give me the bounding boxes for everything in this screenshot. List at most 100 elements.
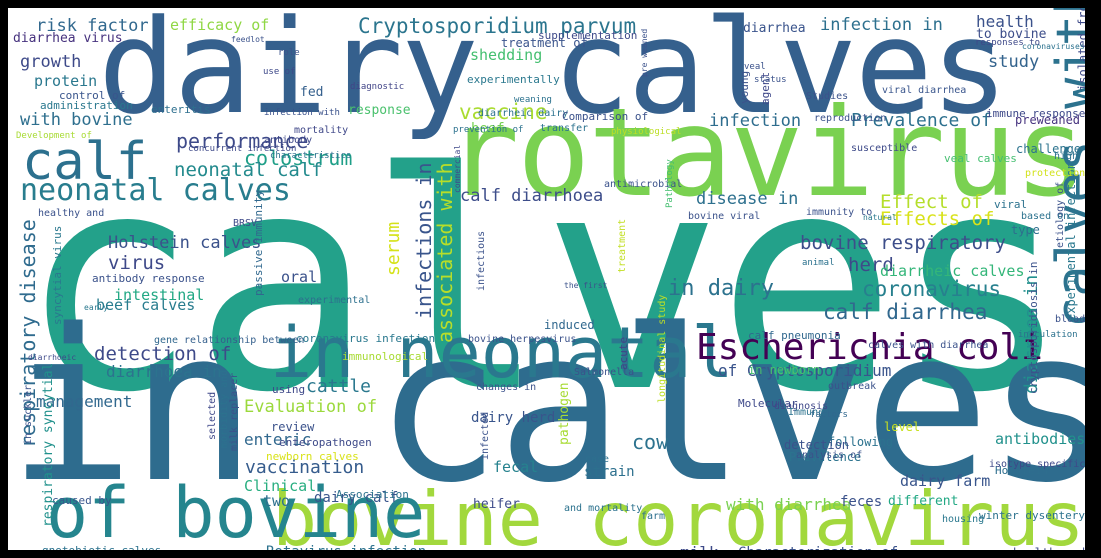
word-in-suckler: in suckler [23, 384, 34, 445]
word-brsv: BRSV [233, 218, 258, 229]
word-in-neonatal: in neonatal [270, 312, 734, 394]
word-bovine-viral: bovine viral [688, 211, 761, 222]
word-management: management [36, 392, 133, 411]
word-neonatal-calf: neonatal calf [174, 159, 323, 181]
word-pre-weaned: pre weaned [640, 28, 649, 77]
word-calf: calf [22, 132, 148, 192]
word-different: different [888, 494, 959, 509]
word-status: status [754, 75, 787, 85]
word-clinical: Clinical [244, 477, 317, 495]
word-analysis-of: analysis of [796, 450, 863, 461]
word-calves: calves [18, 109, 1072, 458]
word-with-bovine: with bovine [20, 110, 133, 130]
word-mortality: mortality [294, 125, 349, 136]
word-oral: oral [281, 268, 318, 286]
word-holstein-calves: Holstein calves [108, 233, 262, 253]
word-winter-dysentery: winter dysentery [979, 509, 1085, 522]
word-enteritis: enteritis [151, 103, 211, 116]
word-holstein: Holstein [995, 464, 1048, 477]
word-rotavirus-infection: Rotavirus infection [266, 545, 426, 550]
word-dairy-calf: dairy calf [314, 490, 399, 506]
word-gnotobiotic-calves: gnotobiotic calves [42, 545, 161, 550]
word-pathogen: pathogen [557, 382, 572, 445]
word-caused-by: caused by [52, 494, 112, 507]
word-infectious: infectious [476, 230, 487, 291]
word-selected: selected [207, 391, 218, 440]
word-control-of: control of [59, 89, 126, 102]
word-veal: veal [744, 62, 766, 72]
word-animal: animal [802, 258, 835, 268]
word-supplementation: supplementation [538, 29, 638, 42]
word-bovine-coronavirus: bovine coronavirus [272, 475, 1085, 551]
word-immunological: immunological [342, 350, 429, 363]
word-coronavirus-infection: coronavirus infection [296, 332, 436, 345]
word-evaluation-of: Evaluation of [244, 397, 378, 417]
word-dairy-calves: dairy calves [98, 8, 1009, 143]
word-health: health [976, 12, 1034, 31]
word-weaning: weaning [514, 95, 552, 105]
word-virus: virus [108, 252, 166, 274]
word-cloud: calves in calves dairy calves rotavirus in n… [8, 8, 1085, 550]
word-immunity-to: immunity to [806, 207, 873, 218]
word-susceptible: susceptible [851, 143, 918, 154]
word-concurrent-infection: concurrent infection [188, 144, 297, 154]
word-of-cryptosporidium: of Cryptosporidium [718, 361, 892, 380]
word-neonatal-calves: neonatal calves [20, 173, 291, 208]
word-colostrum: colostrum [244, 146, 353, 170]
word-to-bovine: to bovine [976, 27, 1047, 42]
word-two: two [263, 492, 291, 510]
word-in-dairy: in dairy [668, 276, 774, 301]
word-detection-of: detection of [94, 343, 232, 365]
word-characterization-of: Characterization of [738, 546, 898, 550]
word-associated-with: associated with [433, 162, 457, 343]
word-association: Association [336, 488, 409, 501]
word-early: early [84, 303, 109, 312]
word-diarrheic-dairy: diarrheic dairy [478, 108, 569, 119]
word-diagnosis: diagnosis [774, 401, 829, 412]
word-effect-of: Effect of [880, 191, 983, 213]
word-dairy-herd: dairy herd [471, 410, 556, 426]
word-cattle: cattle [306, 376, 372, 397]
word-prevalence-of: Prevalence of [851, 110, 992, 131]
word-diarrhoeic: diarrhoeic [28, 353, 77, 362]
word-healthy-and: healthy and [38, 208, 105, 219]
word-physiological: physiological [611, 127, 682, 137]
word-milk: milk [680, 545, 719, 551]
word-cryptosporidium-parvum: Cryptosporidium parvum [358, 14, 637, 38]
word-in-newborn: in newborn [748, 363, 821, 377]
word-veal-calves: veal calves [944, 152, 1017, 165]
word-feedlot: feedlot [231, 35, 265, 44]
word-risk-factor: risk factor [36, 16, 149, 36]
word-immune: Immune [788, 407, 825, 418]
word-comparison-of: Comparison of [562, 110, 649, 123]
word-administration: administration [40, 99, 133, 112]
word-cryptosporidiosis-in: cryptosporidiosis in [1027, 261, 1040, 394]
word-antibody: antibody [264, 135, 313, 146]
word-passive-immunity: passive immunity [252, 190, 265, 296]
word-transfer: transfer [540, 123, 589, 134]
word-farm: farm [641, 511, 666, 522]
word-infections-in: infections in [412, 162, 436, 319]
word-protection: protection [1025, 168, 1085, 179]
word-heifer: heifer [473, 497, 520, 512]
word-relationship-between: relationship between [184, 335, 305, 346]
word-viral: viral [994, 198, 1028, 211]
word-case: case [585, 454, 610, 465]
word-disease-in: disease in [696, 189, 799, 209]
word-bovine-herpesvirus: bovine herpesvirus [468, 334, 577, 345]
word-bovine-respiratory: bovine respiratory [800, 232, 1006, 254]
word-antibody-response: antibody response [92, 272, 205, 285]
word-prevalence: Prevalence [789, 450, 862, 464]
word-serum: serum [383, 221, 404, 276]
word-antibodies: antibodies [995, 430, 1085, 448]
word-response: response [348, 103, 411, 118]
word-enteric: enteric [244, 430, 312, 449]
word-beef-calves: beef calves [96, 296, 196, 314]
word-blood: blood [1055, 314, 1085, 325]
word-strain: strain [584, 464, 635, 480]
word-respiratory-syncytial: respiratory syncytial [41, 362, 56, 527]
word-vaccine: vaccine [459, 100, 548, 124]
word-efficacy-of: efficacy of [170, 16, 270, 34]
word-diagnostic: diagnostic [350, 82, 405, 92]
word-experimentally: experimentally [467, 73, 560, 86]
